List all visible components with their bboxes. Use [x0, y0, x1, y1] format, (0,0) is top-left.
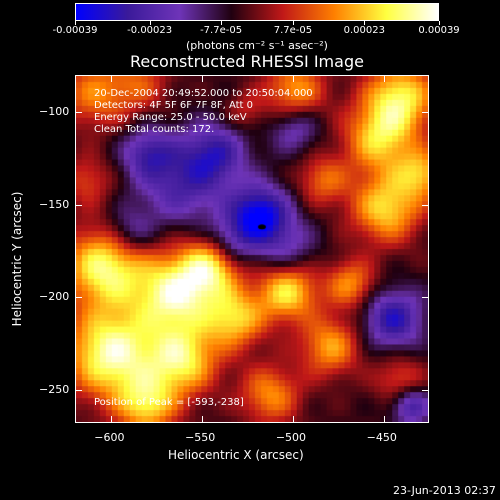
intensity-map: [76, 76, 428, 422]
x-tick-label: −450: [366, 431, 397, 444]
colorbar-tick-label: -0.00023: [127, 25, 173, 36]
colorbar-tick-label: -7.7e-05: [200, 25, 243, 36]
y-tick: [75, 297, 82, 299]
x-tick: [292, 75, 294, 82]
footer-date: 23-Jun-2013 02:37: [393, 484, 496, 497]
x-tick: [383, 416, 385, 423]
clean-counts-annotation: Clean Total counts: 172.: [94, 124, 215, 135]
y-tick: [422, 204, 429, 206]
x-tick-label: −500: [275, 431, 307, 444]
colorbar-tick-label: 0.00023: [343, 25, 385, 36]
x-tick: [111, 75, 113, 82]
x-tick-label: −600: [94, 431, 125, 444]
y-tick: [75, 112, 82, 114]
time-range-annotation: 20-Dec-2004 20:49:52.000 to 20:50:04.000: [94, 88, 313, 99]
plot-area: 20-Dec-2004 20:49:52.000 to 20:50:04.000…: [75, 75, 429, 423]
colorbar-tick-label: 0.00039: [418, 25, 460, 36]
x-tick: [383, 75, 385, 82]
y-tick: [422, 389, 429, 391]
colorbar-tick-label: 7.7e-05: [273, 25, 313, 36]
colorbar-unit-label: (photons cm⁻² s⁻¹ asec⁻²): [186, 39, 328, 52]
y-axis-label: Heliocentric Y (arcsec): [10, 191, 24, 327]
x-tick: [292, 416, 294, 423]
chart-title: Reconstructed RHESSI Image: [130, 52, 364, 71]
colorbar-tick: [364, 21, 366, 25]
y-tick: [422, 297, 429, 299]
colorbar-tick: [292, 21, 294, 25]
x-tick-label: −550: [185, 431, 216, 444]
energy-range-annotation: Energy Range: 25.0 - 50.0 keV: [94, 112, 247, 123]
x-tick: [202, 416, 204, 423]
colorbar-tick: [439, 21, 440, 25]
y-tick-label: −100: [39, 105, 70, 119]
peak-position-annotation: Position of Peak = [-593,-238]: [94, 397, 244, 408]
colorbar-tick: [75, 21, 76, 25]
x-tick: [202, 75, 204, 82]
colorbar-tick: [149, 21, 151, 25]
y-tick-label: −200: [39, 290, 70, 304]
x-axis-label: Heliocentric X (arcsec): [168, 448, 304, 462]
y-tick-label: −150: [39, 197, 70, 211]
colorbar-tick: [221, 21, 223, 25]
detectors-annotation: Detectors: 4F 5F 6F 7F 8F, Att 0: [94, 100, 254, 111]
y-tick: [422, 112, 429, 114]
colorbar-tick-label: -0.00039: [52, 25, 98, 36]
y-tick: [75, 204, 82, 206]
colorbar: [75, 3, 439, 21]
y-tick-label: −250: [39, 382, 70, 396]
x-tick: [111, 416, 113, 423]
y-tick: [75, 389, 82, 391]
